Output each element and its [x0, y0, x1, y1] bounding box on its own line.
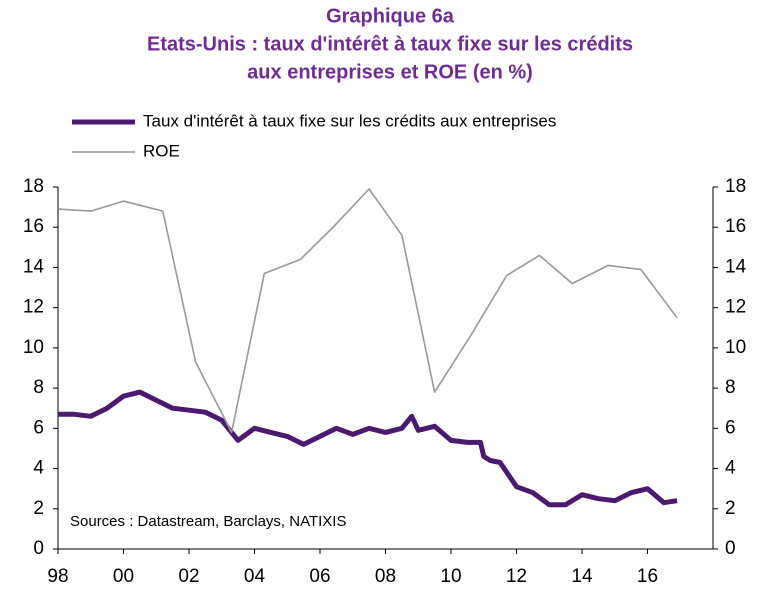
series-line: [58, 389, 678, 508]
y2-tick-label: 14: [725, 256, 747, 277]
chart-title: aux entreprises et ROE (en %): [247, 61, 533, 83]
x-tick-label: 98: [47, 566, 68, 587]
y2-tick-label: 10: [725, 337, 746, 358]
annotation: Sources : Datastream, Barclays, NATIXIS: [70, 513, 346, 530]
y-tick-label: 14: [23, 256, 45, 277]
y-tick-label: 0: [33, 538, 44, 559]
y-tick-label: 16: [23, 216, 44, 237]
x-tick-label: 06: [309, 566, 330, 587]
y2-tick-label: 16: [725, 216, 746, 237]
x-tick-label: 02: [178, 566, 199, 587]
x-tick-label: 10: [440, 566, 461, 587]
y-tick-label: 18: [23, 176, 44, 197]
x-tick-label: 16: [637, 566, 658, 587]
x-tick-label: 12: [506, 566, 527, 587]
legend-label: Taux d'intérêt à taux fixe sur les crédi…: [143, 111, 556, 130]
x-tick-label: 04: [244, 566, 266, 587]
y-tick-label: 4: [33, 458, 44, 479]
y-tick-label: 6: [33, 417, 44, 438]
series-line: [57, 188, 678, 434]
x-tick-label: 00: [113, 566, 134, 587]
y2-tick-label: 8: [725, 377, 736, 398]
y-tick-label: 8: [33, 377, 44, 398]
y2-tick-label: 18: [725, 176, 746, 197]
y2-tick-label: 2: [725, 498, 736, 519]
y2-tick-label: 4: [725, 458, 736, 479]
x-tick-label: 14: [571, 566, 593, 587]
y2-tick-label: 6: [725, 417, 736, 438]
legend-label: ROE: [143, 141, 180, 160]
chart-title: Etats-Unis : taux d'intérêt à taux fixe …: [147, 33, 633, 55]
chart-title: Graphique 6a: [326, 5, 455, 27]
y2-tick-label: 0: [725, 538, 736, 559]
y-tick-label: 10: [23, 337, 44, 358]
x-tick-label: 08: [375, 566, 396, 587]
y-tick-label: 2: [33, 498, 44, 519]
y2-tick-label: 12: [725, 297, 746, 318]
y-tick-label: 12: [23, 297, 44, 318]
